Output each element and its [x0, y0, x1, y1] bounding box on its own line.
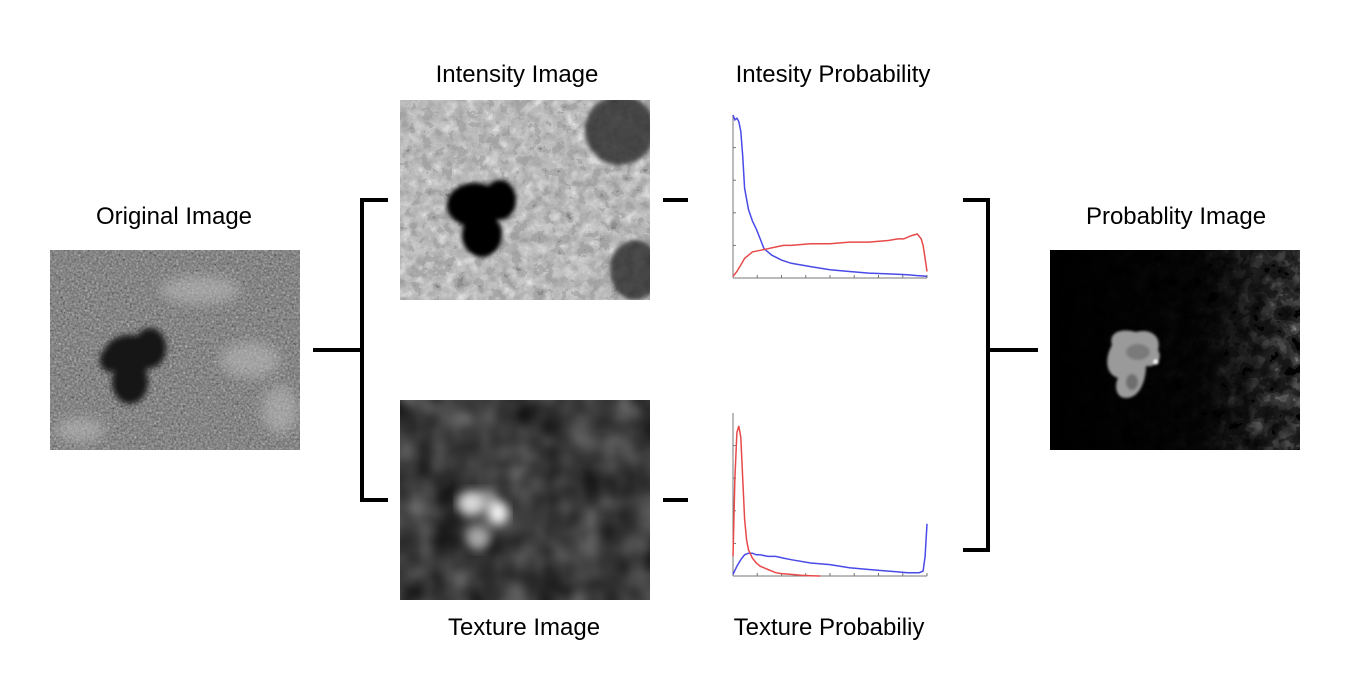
- middle-dashes: [663, 198, 688, 502]
- texture-image: [400, 400, 650, 600]
- intensity-image: [400, 100, 650, 300]
- intensity-probability-title: Intesity Probability: [735, 61, 931, 88]
- probability-image-title: Probablity Image: [1085, 203, 1267, 230]
- blue-series-line: [732, 114, 928, 278]
- intensity-image-title: Intensity Image: [435, 61, 599, 88]
- blue-series-line: [732, 523, 928, 575]
- probability-image: [1050, 250, 1300, 450]
- red-series-line: [732, 233, 928, 277]
- intensity-probability-plot: [732, 114, 928, 279]
- right-bracket: [963, 198, 1038, 552]
- original-image: [50, 250, 300, 450]
- texture-image-title: Texture Image: [447, 614, 601, 641]
- left-bracket: [313, 198, 388, 502]
- texture-probability-title: Texture Probabiliy: [733, 614, 925, 641]
- original-image-title: Original Image: [95, 203, 253, 230]
- texture-probability-plot: [732, 413, 928, 577]
- red-series-line: [732, 425, 821, 577]
